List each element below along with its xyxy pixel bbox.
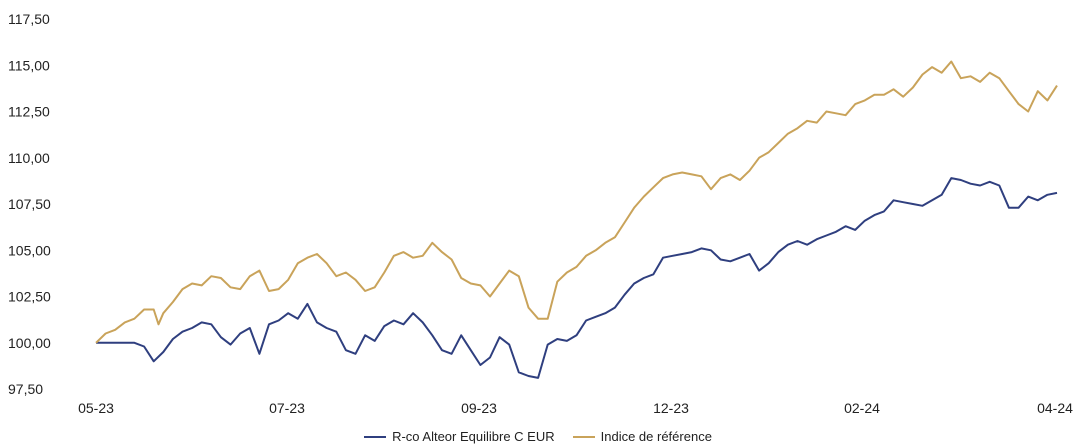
legend-item-index: Indice de référence (572, 429, 712, 444)
legend-label-index: Indice de référence (600, 429, 712, 444)
x-tick-label: 05-23 (78, 400, 114, 416)
x-axis: 05-23 07-23 09-23 12-23 02-24 04-24 (78, 400, 1073, 416)
y-tick-label: 100,00 (8, 335, 51, 351)
x-tick-label: 02-24 (844, 400, 880, 416)
legend-swatch-index (572, 435, 595, 438)
y-tick-label: 110,00 (8, 150, 50, 166)
legend: R-co Alteor Equilibre C EUR Indice de ré… (0, 427, 1076, 446)
series-line-fund (96, 177, 1058, 379)
legend-item-fund: R-co Alteor Equilibre C EUR (364, 429, 555, 444)
series-line-index (95, 60, 1058, 344)
y-axis: 97,50 100,00 102,50 105,00 107,50 110,00 112,5… (8, 11, 51, 397)
y-tick-label: 112,50 (8, 104, 50, 120)
series-lines (95, 60, 1058, 379)
y-tick-label: 102,50 (8, 289, 51, 305)
legend-label-fund: R-co Alteor Equilibre C EUR (392, 429, 555, 444)
y-tick-label: 105,00 (8, 242, 51, 258)
y-tick-label: 117,50 (8, 11, 50, 27)
x-tick-label: 12-23 (653, 400, 689, 416)
y-tick-label: 107,50 (8, 196, 51, 212)
legend-swatch-fund (364, 435, 387, 438)
x-tick-label: 09-23 (461, 400, 497, 416)
x-tick-label: 07-23 (269, 400, 305, 416)
x-tick-label: 04-24 (1037, 400, 1073, 416)
y-tick-label: 115,00 (8, 57, 50, 73)
y-tick-label: 97,50 (8, 381, 43, 397)
line-chart: 97,50 100,00 102,50 105,00 107,50 110,00 112,5… (8, 11, 1073, 416)
